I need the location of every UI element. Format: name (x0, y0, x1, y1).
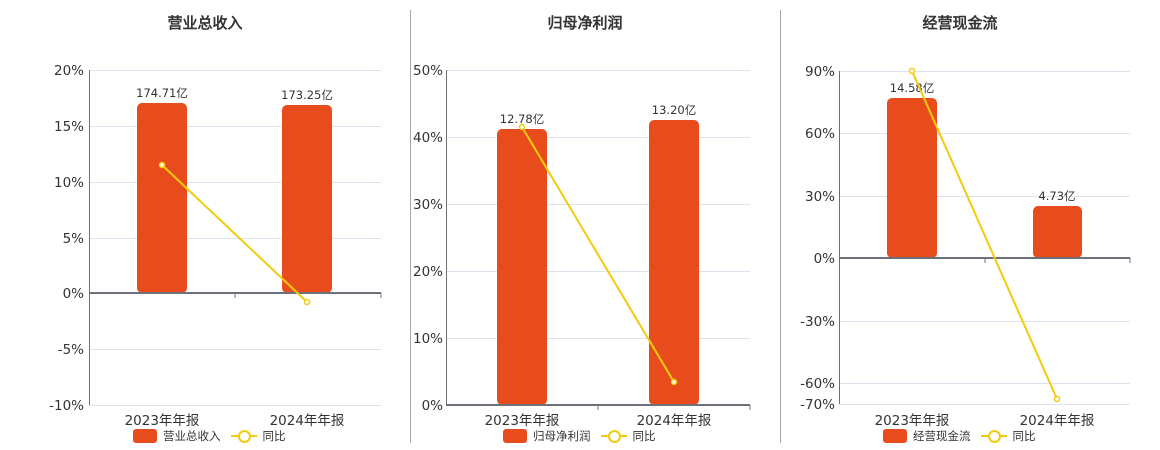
yoy-point[interactable] (158, 161, 166, 169)
chart-title: 营业总收入 (167, 14, 243, 32)
yoy-line (161, 164, 308, 303)
legend: 营业总收入 同比 (133, 428, 286, 444)
chart-title: 归母净利润 (547, 14, 623, 32)
bar-2023[interactable] (887, 98, 937, 258)
x-tick: 2023年年报 (485, 413, 560, 429)
x-tick: 2024年年报 (1020, 413, 1095, 429)
bar-2023[interactable] (497, 129, 547, 405)
y-tick: 60% (805, 126, 835, 142)
bar-value-label: 14.58亿 (890, 81, 934, 95)
y-tick: 0% (422, 398, 444, 414)
legend-line-icon[interactable] (980, 429, 1007, 443)
yoy-point[interactable] (303, 298, 311, 306)
y-tick: 15% (54, 119, 84, 135)
legend-line-icon[interactable] (600, 429, 627, 443)
yoy-point[interactable] (908, 67, 916, 75)
y-tick: 10% (413, 331, 443, 347)
y-tick: -30% (800, 314, 835, 330)
bar-value-label: 173.25亿 (281, 88, 333, 102)
legend-line-icon[interactable] (230, 429, 257, 443)
yoy-point[interactable] (1053, 395, 1061, 403)
grid-lines (839, 71, 1130, 405)
y-tick: -5% (58, 342, 84, 358)
chart-panel-revenue: 营业总收入 174.71亿 173.25亿 20% 15% 10% 5% (0, 0, 410, 450)
y-tick: 30% (413, 197, 443, 213)
legend: 经营现金流 同比 (883, 428, 1036, 444)
chart-canvas: 12.78亿 13.20亿 50% 40% 30% 20% 10% 0% 202… (413, 63, 751, 429)
y-tick: 0% (63, 286, 85, 302)
grid-lines (89, 70, 381, 406)
x-tick: 2024年年报 (270, 413, 345, 429)
legend-line-label[interactable]: 同比 (262, 429, 286, 443)
legend-line-label[interactable]: 同比 (632, 429, 656, 443)
divider (410, 10, 411, 443)
bar-2024[interactable] (649, 120, 699, 405)
y-tick: 40% (413, 130, 443, 146)
legend: 归母净利润 同比 (503, 428, 656, 444)
bar-value-label: 4.73亿 (1038, 189, 1075, 203)
y-tick: 20% (54, 63, 84, 79)
chart-panel-net-profit: 归母净利润 12.78亿 13.20亿 50% 40% 30% 20% 10% … (413, 14, 751, 444)
legend-bar-swatch[interactable] (503, 429, 527, 443)
legend-line-label[interactable]: 同比 (1012, 429, 1036, 443)
legend-bar-label[interactable]: 经营现金流 (913, 429, 971, 443)
chart-canvas: 174.71亿 173.25亿 20% 15% 10% 5% 0% -5% -1… (49, 63, 382, 429)
yoy-point[interactable] (670, 378, 678, 386)
yoy-line (521, 126, 675, 383)
y-tick: 90% (805, 64, 835, 80)
y-tick: -10% (49, 398, 84, 414)
yoy-line (911, 70, 1058, 400)
legend-bar-label[interactable]: 营业总收入 (163, 429, 221, 443)
y-tick: 5% (63, 231, 85, 247)
legend-bar-swatch[interactable] (883, 429, 907, 443)
yoy-point[interactable] (518, 123, 526, 131)
bar-value-label: 12.78亿 (500, 112, 544, 126)
bar-2024[interactable] (1033, 206, 1082, 258)
x-tick: 2023年年报 (125, 413, 200, 429)
y-tick: 30% (805, 189, 835, 205)
bar-2023[interactable] (137, 103, 187, 293)
y-tick: 50% (413, 63, 443, 79)
x-tick: 2023年年报 (875, 413, 950, 429)
y-tick: 0% (814, 251, 836, 267)
bar-value-label: 13.20亿 (652, 103, 696, 117)
bar-2024[interactable] (282, 105, 332, 293)
y-tick: -70% (800, 397, 835, 413)
y-tick: 10% (54, 175, 84, 191)
legend-bar-swatch[interactable] (133, 429, 157, 443)
y-tick: 20% (413, 264, 443, 280)
bar-value-label: 174.71亿 (136, 86, 188, 100)
divider (780, 10, 781, 443)
grid-lines (446, 70, 750, 339)
y-tick: -60% (800, 376, 835, 392)
chart-title: 经营现金流 (922, 14, 998, 32)
legend-bar-label[interactable]: 归母净利润 (533, 429, 591, 443)
x-tick: 2024年年报 (637, 413, 712, 429)
